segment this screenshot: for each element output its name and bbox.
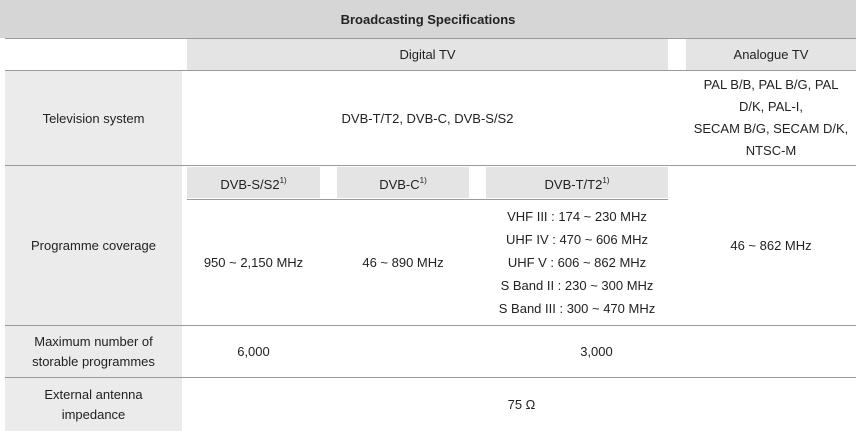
sub-header-name: DVB-T/T2 [544,177,603,192]
sub-header-text: DVB-C1) [379,169,427,196]
cell: 75 Ω [187,378,856,431]
rule [5,377,856,378]
cell: 46 ~ 890 MHz [337,200,469,325]
cell: 3,000 [337,326,856,377]
row-label-text: Programme coverage [31,238,156,253]
footnote-mark: 1) [602,176,610,185]
table-title: Broadcasting Specifications [340,11,516,27]
rule [5,38,856,39]
cell-text: UHF IV : 470 ~ 606 MHz [506,232,648,247]
rule [5,325,856,326]
sub-header-name: DVB-C [379,177,420,192]
cell-text: 75 Ω [507,397,536,412]
sub-header: DVB-T/T21) [486,167,668,198]
row-label: Television system [5,71,182,165]
sub-header-text: DVB-S/S21) [220,169,286,196]
sub-header: DVB-C1) [337,167,469,198]
cell: 46 ~ 862 MHz [686,166,856,325]
cell-text: 6,000 [237,344,270,359]
column-header-text: Analogue TV [733,46,809,62]
row-label: Programme coverage [5,166,182,325]
cell-text: D/K, PAL-I, [738,99,804,114]
sub-header: DVB-S/S21) [187,167,320,198]
sub-header-name: DVB-S/S2 [220,177,280,192]
footnote-mark: 1) [279,176,287,185]
cell-text: 46 ~ 862 MHz [730,238,812,253]
cell: PAL B/B, PAL B/G, PAL D/K, PAL-I, SECAM … [686,71,856,165]
row-label: Maximum number of storable programmes [5,326,182,377]
rule [5,70,856,71]
cell-text: 46 ~ 890 MHz [362,255,444,270]
sub-header-text: DVB-T/T21) [545,169,610,196]
cell-text: 950 ~ 2,150 MHz [203,255,304,270]
column-header: Analogue TV [686,38,856,70]
title-cell: Broadcasting Specifications [0,0,856,38]
cell-text: VHF III : 174 ~ 230 MHz [507,209,647,224]
cell-text: NTSC-M [745,143,797,158]
rule [187,199,668,200]
cell-text: PAL B/B, PAL B/G, PAL [703,77,839,92]
column-header: Digital TV [187,38,668,70]
cell: 6,000 [187,326,320,377]
cell-text: DVB-T/T2, DVB-C, DVB-S/S2 [341,110,514,126]
footnote-mark: 1) [419,176,427,185]
cell-text: S Band III : 300 ~ 470 MHz [498,301,656,316]
row-label-text: Maximum number of storable programmes [32,333,155,369]
column-header-text: Digital TV [399,46,456,62]
cell-text: 3,000 [580,344,613,359]
cell: DVB-T/T2, DVB-C, DVB-S/S2 [187,71,668,165]
cell-text: UHF V : 606 ~ 862 MHz [507,255,647,270]
rule [5,165,856,166]
cell-text: S Band II : 230 ~ 300 MHz [500,278,654,293]
cell: 950 ~ 2,150 MHz [187,200,320,325]
cell-text: SECAM B/G, SECAM D/K, [693,121,849,136]
row-label-text: External antenna impedance [44,386,143,422]
row-label: External antenna impedance [5,378,182,431]
cell: VHF III : 174 ~ 230 MHz UHF IV : 470 ~ 6… [486,200,668,325]
row-label-text: Television system [42,110,145,126]
